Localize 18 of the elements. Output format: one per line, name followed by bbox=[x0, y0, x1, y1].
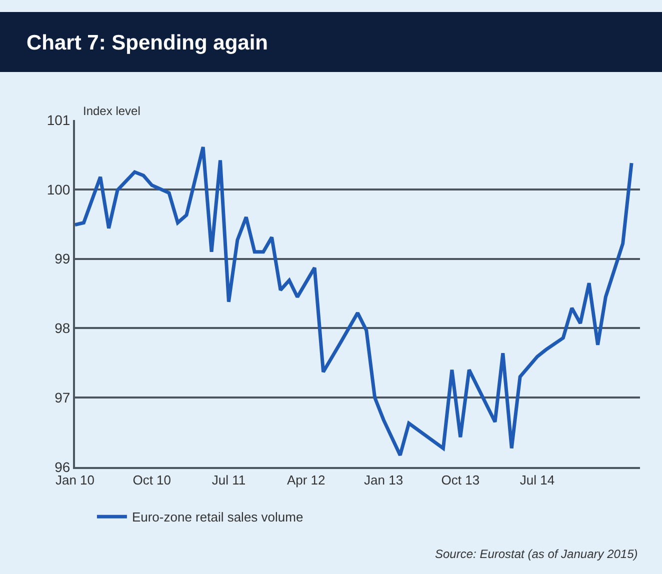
x-tick-label: Jul 14 bbox=[520, 472, 555, 488]
chart-title: Chart 7: Spending again bbox=[26, 31, 268, 54]
y-tick-label: 97 bbox=[54, 390, 70, 406]
legend-label: Euro-zone retail sales volume bbox=[132, 510, 304, 525]
y-tick-label: 98 bbox=[54, 320, 70, 336]
line-series bbox=[75, 145, 634, 457]
x-tick-label: Oct 13 bbox=[441, 472, 480, 488]
y-axis-title: Index level bbox=[83, 104, 140, 118]
x-tick-label: Jan 13 bbox=[364, 472, 404, 488]
y-tick-label: 100 bbox=[46, 181, 70, 198]
x-tick-label: Oct 10 bbox=[132, 472, 171, 488]
x-tick-label: Jan 10 bbox=[55, 472, 95, 488]
x-tick-label: Apr 12 bbox=[286, 472, 326, 488]
x-tick-label: Jul 11 bbox=[212, 472, 246, 488]
y-tick-label: 101 bbox=[46, 112, 70, 128]
source-note: Source: Eurostat (as of January 2015) bbox=[435, 547, 638, 561]
y-tick-label: 99 bbox=[54, 250, 70, 267]
y-tick-label: 96 bbox=[54, 458, 70, 475]
